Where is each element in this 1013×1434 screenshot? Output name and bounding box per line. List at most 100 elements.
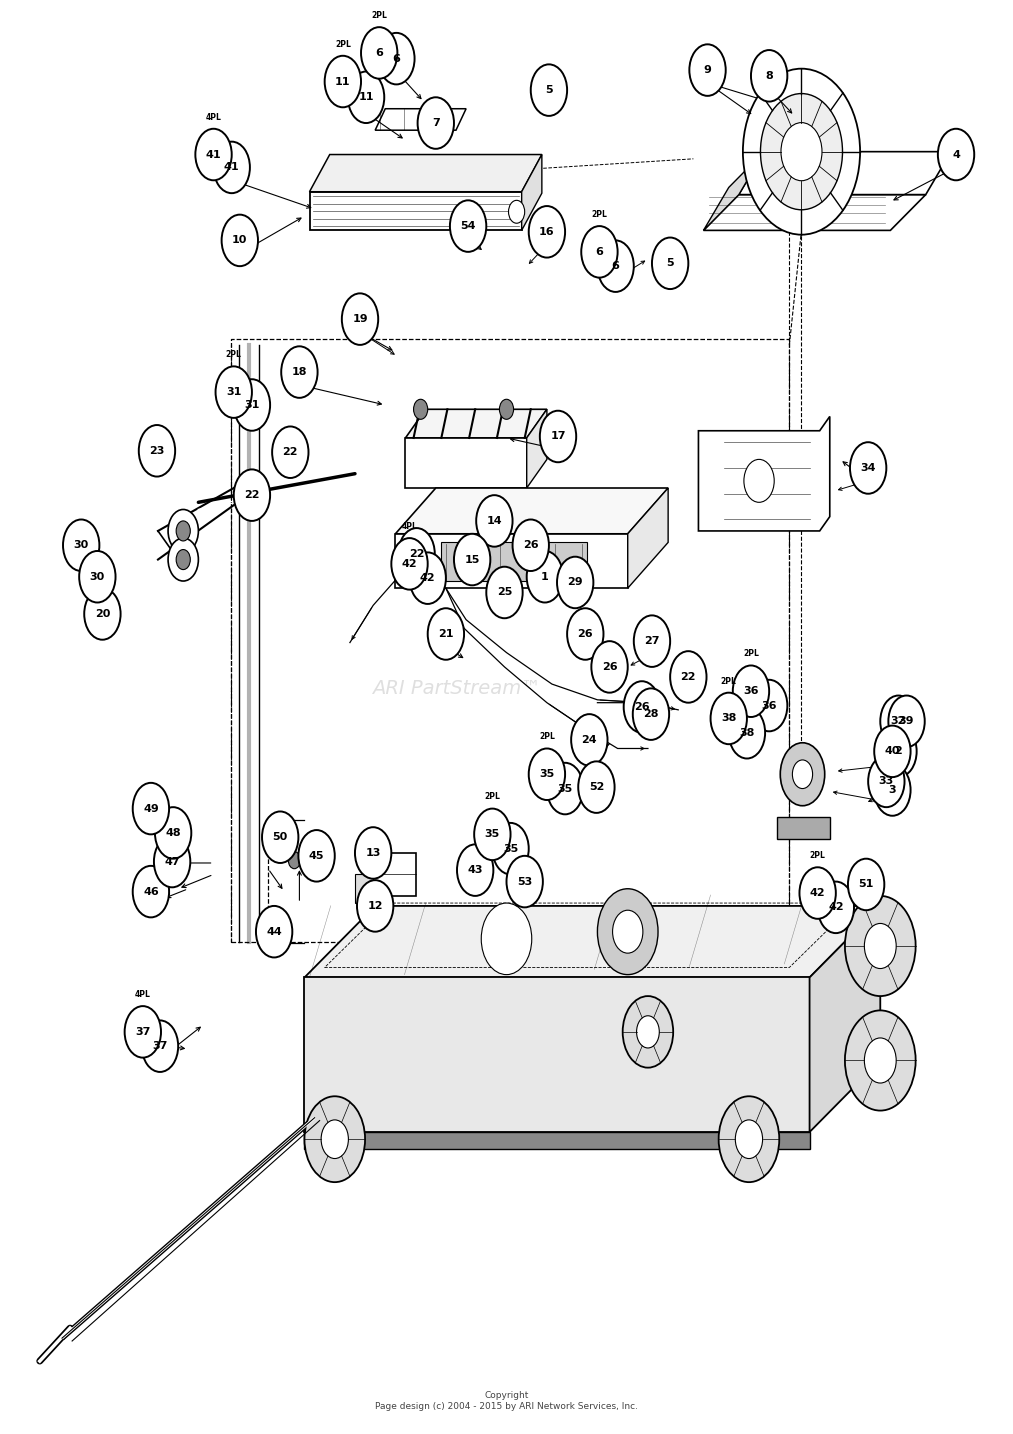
Circle shape bbox=[513, 519, 549, 571]
Polygon shape bbox=[310, 192, 522, 231]
Text: 11: 11 bbox=[335, 76, 350, 86]
Text: 53: 53 bbox=[517, 876, 532, 886]
Circle shape bbox=[817, 882, 854, 934]
Circle shape bbox=[256, 906, 293, 958]
Text: 36: 36 bbox=[762, 701, 777, 711]
Text: 20: 20 bbox=[95, 609, 110, 619]
Text: 11: 11 bbox=[359, 92, 374, 102]
Circle shape bbox=[845, 1011, 916, 1110]
Circle shape bbox=[125, 1007, 161, 1058]
Circle shape bbox=[864, 923, 897, 968]
Circle shape bbox=[529, 206, 565, 258]
Text: 35: 35 bbox=[485, 829, 500, 839]
Circle shape bbox=[361, 27, 397, 79]
Circle shape bbox=[888, 695, 925, 747]
Circle shape bbox=[845, 896, 916, 997]
Text: 41: 41 bbox=[224, 162, 239, 172]
Text: 22: 22 bbox=[244, 490, 259, 500]
Text: 46: 46 bbox=[143, 886, 159, 896]
Polygon shape bbox=[405, 437, 527, 488]
Text: 37: 37 bbox=[135, 1027, 151, 1037]
Circle shape bbox=[457, 845, 493, 896]
Text: 2PL: 2PL bbox=[721, 677, 736, 685]
Circle shape bbox=[409, 552, 446, 604]
Circle shape bbox=[864, 1038, 897, 1083]
Circle shape bbox=[732, 665, 769, 717]
Text: 2PL: 2PL bbox=[809, 852, 826, 860]
Text: 35: 35 bbox=[557, 783, 572, 793]
Circle shape bbox=[751, 680, 787, 731]
Polygon shape bbox=[628, 488, 669, 588]
Text: 12: 12 bbox=[368, 901, 383, 911]
Circle shape bbox=[262, 812, 299, 863]
Text: 8: 8 bbox=[765, 70, 773, 80]
Circle shape bbox=[355, 827, 391, 879]
Text: 26: 26 bbox=[577, 630, 593, 640]
Circle shape bbox=[176, 521, 190, 541]
Circle shape bbox=[529, 749, 565, 800]
Text: 39: 39 bbox=[899, 717, 915, 726]
Text: 3: 3 bbox=[888, 784, 897, 794]
Polygon shape bbox=[698, 416, 830, 531]
Text: 36: 36 bbox=[744, 687, 759, 697]
Text: 22: 22 bbox=[409, 549, 424, 559]
Text: 2: 2 bbox=[894, 746, 903, 756]
Circle shape bbox=[710, 693, 747, 744]
Circle shape bbox=[547, 763, 583, 815]
Text: 6: 6 bbox=[392, 53, 400, 63]
Text: 1: 1 bbox=[541, 572, 549, 582]
Text: 2PL: 2PL bbox=[335, 40, 350, 49]
Text: 49: 49 bbox=[143, 803, 159, 813]
Circle shape bbox=[391, 538, 427, 589]
Text: 52: 52 bbox=[589, 782, 604, 792]
Circle shape bbox=[527, 551, 563, 602]
Polygon shape bbox=[305, 1131, 809, 1149]
Text: 2PL: 2PL bbox=[539, 733, 555, 741]
Circle shape bbox=[176, 549, 190, 569]
Circle shape bbox=[634, 615, 671, 667]
Text: 38: 38 bbox=[739, 727, 755, 737]
Text: 6: 6 bbox=[375, 47, 383, 57]
Circle shape bbox=[168, 538, 199, 581]
Text: 43: 43 bbox=[467, 865, 483, 875]
Text: 4: 4 bbox=[952, 149, 960, 159]
Polygon shape bbox=[703, 195, 926, 231]
Text: 33: 33 bbox=[878, 776, 893, 786]
Text: 23: 23 bbox=[149, 446, 165, 456]
Text: 24: 24 bbox=[581, 734, 597, 744]
Circle shape bbox=[540, 410, 576, 462]
Circle shape bbox=[481, 903, 532, 975]
Circle shape bbox=[155, 807, 191, 859]
Circle shape bbox=[133, 783, 169, 835]
Polygon shape bbox=[375, 109, 466, 130]
Text: 4PL: 4PL bbox=[206, 113, 222, 122]
Circle shape bbox=[938, 129, 975, 181]
Text: 21: 21 bbox=[439, 630, 454, 640]
Circle shape bbox=[196, 129, 232, 181]
Text: 2PL: 2PL bbox=[744, 650, 759, 658]
Text: 30: 30 bbox=[90, 572, 105, 582]
Circle shape bbox=[299, 830, 334, 882]
Text: 35: 35 bbox=[502, 843, 519, 853]
Circle shape bbox=[79, 551, 115, 602]
Text: 42: 42 bbox=[402, 559, 417, 569]
Text: 2PL: 2PL bbox=[372, 11, 387, 20]
Circle shape bbox=[761, 93, 843, 209]
Text: 45: 45 bbox=[309, 850, 324, 860]
Circle shape bbox=[450, 201, 486, 252]
Circle shape bbox=[690, 44, 725, 96]
Polygon shape bbox=[305, 906, 880, 978]
Circle shape bbox=[744, 459, 774, 502]
Circle shape bbox=[222, 215, 258, 267]
Text: 31: 31 bbox=[226, 387, 241, 397]
Circle shape bbox=[571, 714, 608, 766]
Text: 51: 51 bbox=[858, 879, 874, 889]
Circle shape bbox=[454, 533, 490, 585]
Text: 42: 42 bbox=[809, 888, 826, 898]
Circle shape bbox=[289, 852, 301, 869]
Polygon shape bbox=[738, 152, 951, 195]
Text: 31: 31 bbox=[244, 400, 259, 410]
Polygon shape bbox=[809, 906, 880, 1131]
Text: 6: 6 bbox=[596, 247, 604, 257]
Polygon shape bbox=[395, 488, 669, 533]
